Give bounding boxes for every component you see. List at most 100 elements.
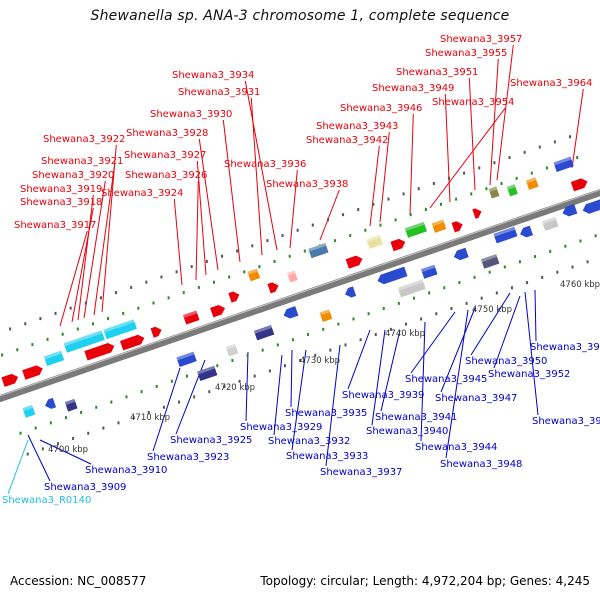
track-dot xyxy=(61,332,64,336)
track-dot xyxy=(439,202,442,206)
kbp-mark: 4710 kbp xyxy=(130,413,170,423)
leader-line xyxy=(493,295,521,369)
gene-feature xyxy=(345,286,357,298)
track-dot xyxy=(273,259,276,263)
gene-feature xyxy=(210,304,225,318)
track-dot xyxy=(405,322,408,326)
leader-line xyxy=(196,160,207,276)
track-dot xyxy=(534,255,537,259)
gene-label: Shewana3_3957 xyxy=(440,34,522,45)
track-dot xyxy=(178,400,181,404)
gene-feature xyxy=(182,310,200,325)
leader-line xyxy=(71,207,94,323)
gene-feature xyxy=(119,334,145,351)
leader-line xyxy=(39,439,92,465)
track-dot xyxy=(186,374,189,378)
track-dot xyxy=(463,171,466,175)
track-dot xyxy=(69,306,72,310)
track-dot xyxy=(334,239,337,243)
gene-feature xyxy=(525,177,539,190)
track-dot xyxy=(228,275,231,279)
track-dot xyxy=(510,286,513,290)
track-dot xyxy=(216,364,219,368)
track-dot xyxy=(465,301,468,305)
track-dot xyxy=(495,291,498,295)
track-dot xyxy=(243,270,246,274)
track-dot xyxy=(458,281,461,285)
leader-line xyxy=(244,80,278,251)
track-dot xyxy=(268,369,271,373)
track-dot xyxy=(478,166,481,170)
backbone-band xyxy=(0,188,600,403)
gene-label: Shewana3_3949 xyxy=(372,83,454,94)
track-dot xyxy=(19,431,22,435)
track-dot xyxy=(447,176,450,180)
track-dot xyxy=(518,260,521,264)
accession-text: Accession: NC_008577 xyxy=(10,574,147,588)
track-dot xyxy=(428,291,431,295)
gene-feature xyxy=(44,397,57,409)
leader-line xyxy=(409,113,414,216)
track-dot xyxy=(182,291,185,295)
gene-label: Shewana3_3938 xyxy=(266,179,348,190)
track-dot xyxy=(329,348,332,352)
kbp-mark: 4730 kbp xyxy=(300,356,340,366)
gene-feature xyxy=(520,225,533,238)
leader-line xyxy=(195,180,199,281)
track-dot xyxy=(117,421,120,425)
leader-line xyxy=(289,169,298,249)
gene-label: Shewana3_3944 xyxy=(415,442,497,453)
track-dot xyxy=(46,337,49,341)
kbp-mark: 4760 kbp xyxy=(560,280,600,290)
gene-label: Shewana3_3924 xyxy=(101,188,183,199)
gene-label: Shewana3_R0140 xyxy=(2,495,91,506)
track-dot xyxy=(132,416,135,420)
gene-label: Shewana3_3910 xyxy=(85,465,167,476)
track-dot xyxy=(276,343,279,347)
gene-feature xyxy=(506,184,518,197)
track-dot xyxy=(530,171,533,175)
gene-label: Shewana3_3920 xyxy=(32,170,114,181)
track-dot xyxy=(556,270,559,274)
leader-line xyxy=(379,131,390,223)
gene-feature xyxy=(488,186,500,199)
gene-feature xyxy=(472,208,482,219)
gene-feature xyxy=(377,266,408,285)
gene-feature xyxy=(431,219,447,233)
kbp-mark: 4740 kbp xyxy=(385,329,425,339)
gene-label: Shewana3_3935 xyxy=(285,408,367,419)
track-dot xyxy=(485,187,488,191)
gene-feature xyxy=(228,291,240,303)
track-dot xyxy=(238,379,241,383)
track-dot xyxy=(508,156,511,160)
gene-label: Shewana3_3942 xyxy=(306,135,388,146)
track-dot xyxy=(387,197,390,201)
gene-feature xyxy=(84,342,115,361)
backbone-highlight xyxy=(0,189,600,397)
track-dot xyxy=(488,270,491,274)
leader-line xyxy=(371,329,386,426)
track-dot xyxy=(193,395,196,399)
track-dot xyxy=(296,228,299,232)
track-dot xyxy=(352,317,355,321)
track-dot xyxy=(145,280,148,284)
track-dot xyxy=(569,135,572,139)
track-dot xyxy=(394,218,397,222)
gene-feature xyxy=(421,264,438,279)
track-dot xyxy=(251,244,254,248)
track-dot xyxy=(91,322,94,326)
track-dot xyxy=(72,436,75,440)
gene-label: Shewana3_3919 xyxy=(20,184,102,195)
track-dot xyxy=(84,301,87,305)
track-dot xyxy=(576,156,579,160)
gene-label: Shewana3_3945 xyxy=(405,374,487,385)
track-dot xyxy=(322,327,325,331)
gene-label: Shewana3_3917 xyxy=(14,220,96,231)
leader-line xyxy=(571,88,584,169)
gene-label: Shewana3_3954 xyxy=(432,97,514,108)
gene-label: Shewana3_3940 xyxy=(366,426,448,437)
track-dot xyxy=(137,306,140,310)
gene-label: Shewana3_3939 xyxy=(342,390,424,401)
chromosome-backbone xyxy=(0,188,600,403)
